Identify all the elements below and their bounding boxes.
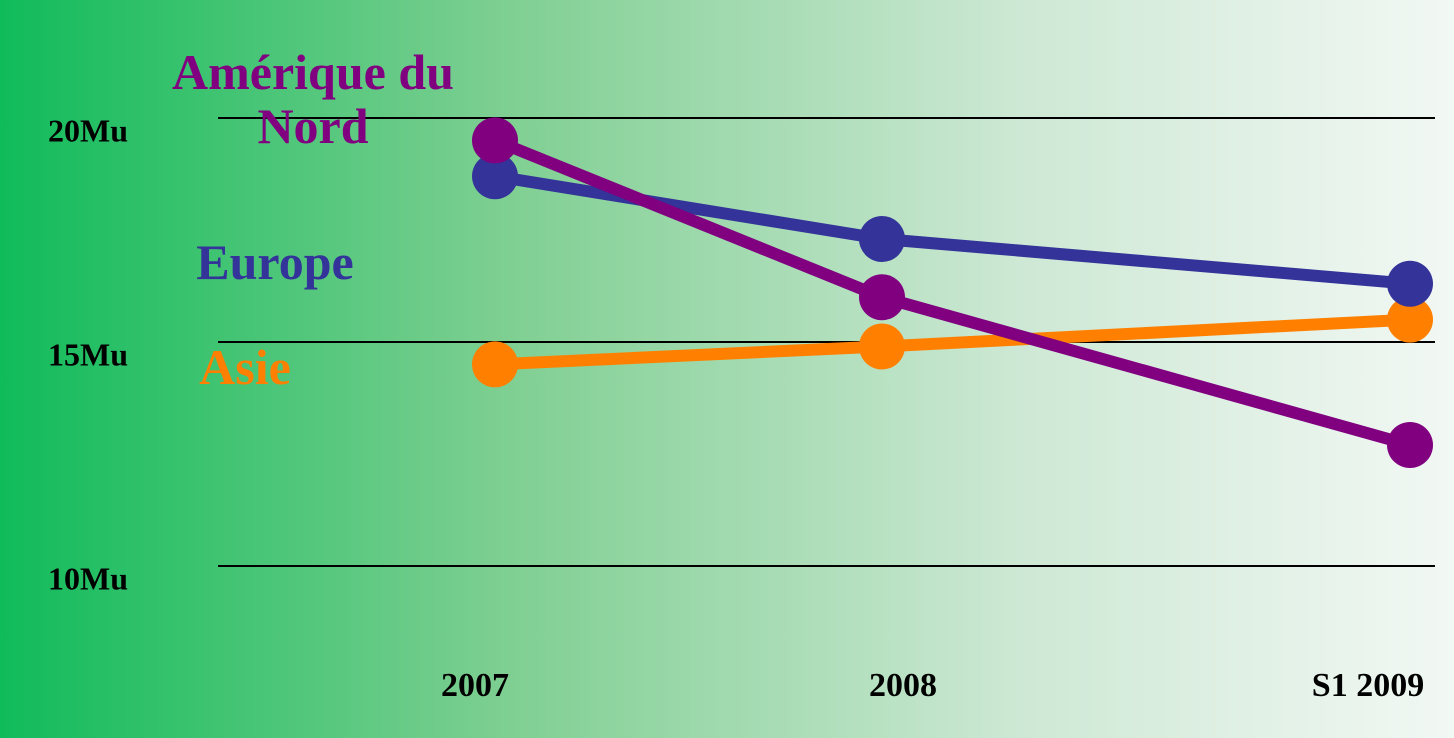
series-label: Asie	[199, 339, 291, 395]
y-tick-label: 15Mu	[48, 336, 128, 372]
series-point	[859, 274, 905, 321]
series-point	[472, 341, 518, 388]
series-point	[472, 117, 518, 164]
series-label: Europe	[196, 234, 354, 290]
series-point	[1387, 260, 1433, 307]
y-tick-label: 20Mu	[48, 112, 128, 148]
series-point	[1387, 422, 1433, 469]
x-tick-label: S1 2009	[1312, 667, 1424, 704]
series-point	[1387, 296, 1433, 343]
x-tick-label: 2008	[869, 667, 937, 704]
series-point	[859, 215, 905, 262]
series-point	[859, 323, 905, 370]
series-label: Amérique du Nord	[172, 44, 454, 154]
y-tick-label: 10Mu	[48, 560, 128, 596]
series-point	[472, 153, 518, 200]
series-line	[492, 134, 1412, 451]
x-tick-label: 2007	[441, 667, 509, 704]
